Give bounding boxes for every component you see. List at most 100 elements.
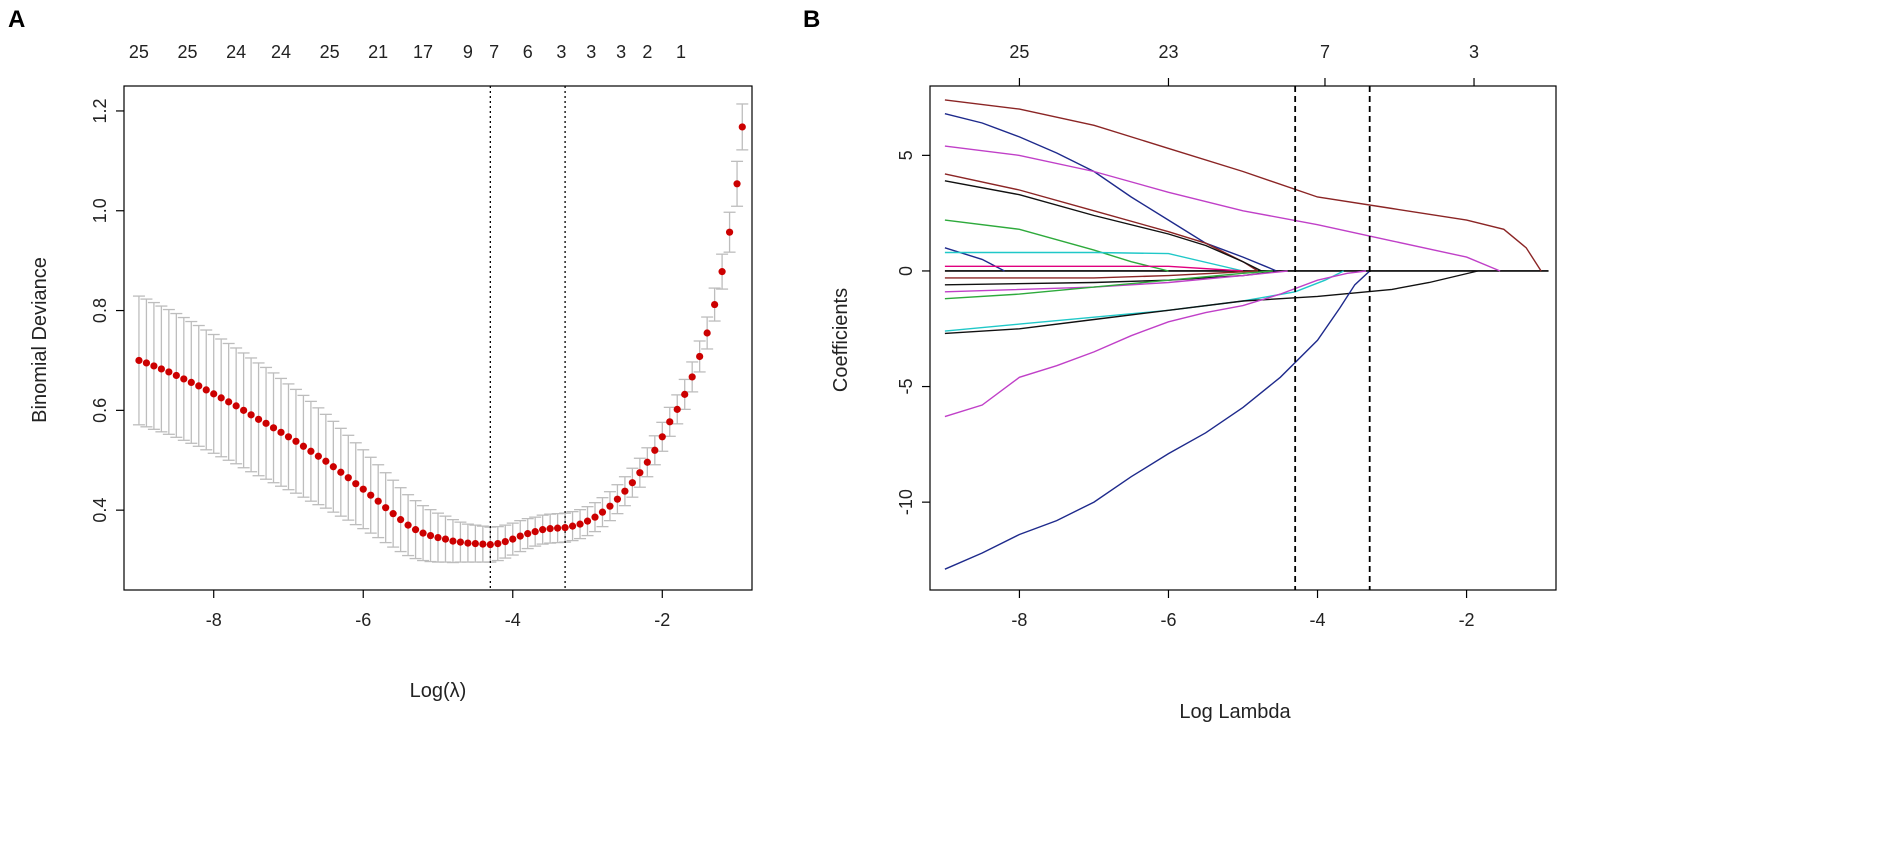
deviance-point [247, 411, 255, 419]
deviance-point [673, 405, 681, 413]
x-tick-label: -8 [206, 610, 222, 630]
deviance-point [262, 419, 270, 427]
top-axis-label: 24 [271, 42, 291, 62]
deviance-point [359, 485, 367, 493]
deviance-point [210, 390, 218, 398]
deviance-point [411, 526, 420, 534]
deviance-point [254, 415, 263, 423]
deviance-point [187, 378, 195, 387]
deviance-point [666, 418, 674, 426]
deviance-point [576, 520, 584, 528]
coefficient-path-s10 [944, 270, 1258, 279]
deviance-point [195, 382, 203, 390]
top-axis-label: 7 [489, 42, 499, 62]
coefficient-path-s9 [944, 265, 1244, 272]
deviance-point [554, 524, 562, 532]
deviance-point [434, 534, 442, 542]
deviance-point [486, 540, 494, 549]
deviance-point [322, 457, 330, 465]
x-tick-label: -6 [1160, 610, 1176, 630]
y-tick-label: 1.2 [90, 98, 110, 123]
deviance-point [277, 428, 285, 436]
deviance-point [509, 535, 517, 543]
x-axis-label: Log Lambda [1179, 701, 1291, 723]
deviance-point [367, 491, 375, 499]
deviance-point [688, 373, 696, 381]
deviance-point [658, 433, 666, 441]
y-axis-label: Coefficients [830, 288, 852, 392]
deviance-point [180, 375, 188, 383]
top-axis-label: 23 [1158, 42, 1178, 62]
x-tick-label: -4 [1310, 610, 1326, 630]
coefficient-path-s1 [944, 99, 1542, 272]
deviance-point [329, 463, 337, 471]
deviance-point [135, 356, 143, 365]
deviance-point [621, 487, 629, 495]
deviance-point [738, 123, 746, 131]
deviance-point [598, 508, 607, 516]
deviance-point [546, 525, 554, 533]
plot-frame [123, 85, 753, 591]
coefficient-path-chart: -8 -6 -4 -2 -10 -5 0 5 25 23 7 3 Log Lambda Coeff… [830, 42, 1557, 723]
deviance-point [292, 437, 300, 445]
deviance-point [232, 402, 240, 410]
deviance-point [479, 540, 487, 548]
y-tick-label: 1.0 [90, 198, 110, 223]
top-axis-label: 21 [368, 42, 388, 62]
coefficient-path-s2 [944, 113, 1277, 272]
deviance-point [651, 446, 659, 454]
y-tick-label: 0.6 [90, 398, 110, 423]
deviance-point [696, 352, 704, 361]
deviance-point [284, 433, 293, 441]
top-axis-label: 7 [1320, 42, 1330, 62]
panel-b-label: B [803, 6, 821, 33]
deviance-point [352, 480, 360, 488]
deviance-point [337, 468, 345, 476]
deviance-point [471, 539, 479, 548]
coefficient-path-s7 [944, 247, 1005, 272]
top-axis-label: 24 [226, 42, 246, 62]
deviance-point [419, 529, 427, 537]
deviance-point [539, 526, 547, 534]
top-axis-label: 3 [586, 42, 596, 62]
top-axis-label: 25 [1009, 42, 1029, 62]
top-axis-label: 3 [556, 42, 566, 62]
plot-frame [929, 85, 1557, 591]
deviance-point [494, 539, 502, 548]
top-axis-label: 3 [616, 42, 626, 62]
deviance-point [591, 513, 599, 521]
deviance-point [217, 394, 225, 402]
top-axis-label: 6 [523, 42, 533, 62]
top-axis-label: 25 [320, 42, 340, 62]
y-tick-label: 0.8 [90, 298, 110, 323]
deviance-point [628, 479, 636, 487]
deviance-point [681, 390, 689, 398]
deviance-point [165, 368, 173, 376]
deviance-point [307, 447, 315, 455]
deviance-point [142, 359, 151, 367]
deviance-point [172, 371, 180, 380]
top-axis-label: 9 [463, 42, 473, 62]
coefficient-path-s3 [944, 145, 1501, 272]
x-axis-label: Log(λ) [410, 680, 467, 702]
deviance-point [426, 532, 435, 540]
deviance-point [464, 539, 472, 547]
deviance-point [733, 180, 741, 188]
coefficient-path-s14 [944, 270, 1344, 332]
coefficient-path-s8 [944, 251, 1244, 272]
coefficient-path-s13 [944, 270, 1273, 300]
top-axis-label: 2 [642, 42, 652, 62]
deviance-point [501, 537, 509, 546]
coefficient-path-s12 [944, 270, 1288, 293]
deviance-point [269, 424, 278, 432]
deviance-point [531, 528, 539, 536]
x-tick-label: -6 [355, 610, 371, 630]
y-tick-label: 0.4 [90, 498, 110, 523]
y-tick-label: 5 [896, 150, 916, 160]
deviance-point [374, 497, 382, 505]
coefficient-path-s6 [944, 219, 1169, 272]
deviance-point [718, 268, 726, 276]
deviance-point [516, 532, 524, 540]
deviance-point [561, 524, 569, 532]
deviance-point [150, 362, 158, 370]
